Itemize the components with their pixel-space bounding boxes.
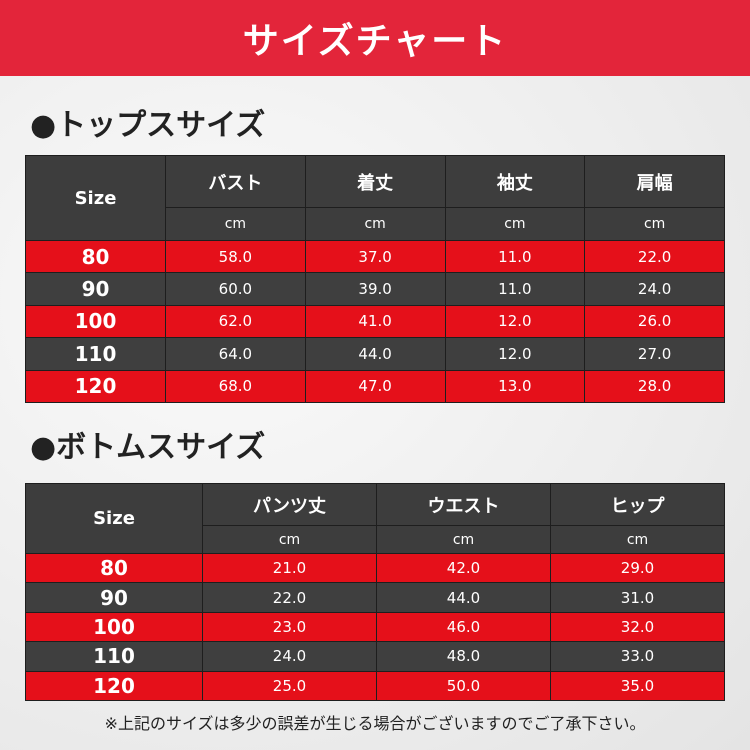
size-cell: 120 — [25, 670, 203, 701]
data-row: 80 21.0 42.0 29.0 — [25, 552, 725, 584]
unit-header: cm — [304, 207, 446, 241]
size-table: Size バスト 着丈 袖丈 肩幅 cm cm cm cm 80 58.0 37.0 11.0 22.0 9… — [25, 155, 725, 403]
column-header: 着丈 — [304, 155, 446, 208]
value-cell: 25.0 — [202, 670, 377, 701]
size-cell: 110 — [25, 337, 166, 371]
banner-title: サイズチャート — [0, 0, 750, 76]
value-cell: 46.0 — [376, 611, 551, 643]
value-cell: 39.0 — [304, 272, 446, 306]
unit-header: cm — [444, 207, 586, 241]
value-cell: 31.0 — [550, 582, 725, 613]
size-cell: 90 — [25, 582, 203, 613]
size-cell: 90 — [25, 272, 166, 306]
value-cell: 21.0 — [202, 552, 377, 584]
size-cell: 100 — [25, 304, 166, 339]
value-cell: 24.0 — [202, 641, 377, 672]
data-row: 110 64.0 44.0 12.0 27.0 — [25, 337, 725, 371]
value-cell: 23.0 — [202, 611, 377, 643]
section-title: ●ボトムスサイズ — [30, 430, 266, 465]
value-cell: 13.0 — [444, 369, 586, 403]
value-cell: 22.0 — [584, 239, 725, 274]
size-cell: 120 — [25, 369, 166, 403]
data-row: 90 22.0 44.0 31.0 — [25, 582, 725, 613]
column-header: 肩幅 — [584, 155, 725, 208]
column-header: ウエスト — [376, 483, 551, 526]
data-row: 120 25.0 50.0 35.0 — [25, 670, 725, 701]
data-row: 120 68.0 47.0 13.0 28.0 — [25, 369, 725, 403]
value-cell: 35.0 — [550, 670, 725, 701]
value-cell: 42.0 — [376, 552, 551, 584]
value-cell: 26.0 — [584, 304, 725, 339]
value-cell: 12.0 — [444, 337, 586, 371]
footnote: ※上記のサイズは多少の誤差が生じる場合がございますのでご了承下さい。 — [104, 714, 646, 733]
unit-header: cm — [202, 525, 377, 554]
column-header: 袖丈 — [444, 155, 586, 208]
value-cell: 33.0 — [550, 641, 725, 672]
value-cell: 22.0 — [202, 582, 377, 613]
value-cell: 47.0 — [304, 369, 446, 403]
data-row: 110 24.0 48.0 33.0 — [25, 641, 725, 672]
unit-row: cm cm cm — [26, 525, 725, 554]
size-cell: 80 — [25, 239, 166, 274]
value-cell: 11.0 — [444, 272, 586, 306]
value-cell: 64.0 — [165, 337, 306, 371]
size-cell: 80 — [25, 552, 203, 584]
value-cell: 32.0 — [550, 611, 725, 643]
value-cell: 24.0 — [584, 272, 725, 306]
section-title: ●トップスサイズ — [30, 108, 266, 143]
unit-header: cm — [550, 525, 725, 554]
value-cell: 27.0 — [584, 337, 725, 371]
column-header: ヒップ — [550, 483, 725, 526]
value-cell: 28.0 — [584, 369, 725, 403]
data-row: 80 58.0 37.0 11.0 22.0 — [25, 239, 725, 274]
unit-header: cm — [376, 525, 551, 554]
header-row: Size パンツ丈 ウエスト ヒップ — [25, 483, 725, 554]
value-cell: 44.0 — [304, 337, 446, 371]
value-cell: 41.0 — [304, 304, 446, 339]
column-header: パンツ丈 — [202, 483, 377, 526]
value-cell: 12.0 — [444, 304, 586, 339]
data-row: 90 60.0 39.0 11.0 24.0 — [25, 272, 725, 306]
size-header: Size — [25, 483, 203, 554]
value-cell: 60.0 — [165, 272, 306, 306]
value-cell: 48.0 — [376, 641, 551, 672]
value-cell: 37.0 — [304, 239, 446, 274]
value-cell: 11.0 — [444, 239, 586, 274]
size-cell: 100 — [25, 611, 203, 643]
value-cell: 50.0 — [376, 670, 551, 701]
header-row: Size バスト 着丈 袖丈 肩幅 — [25, 155, 725, 241]
size-table: Size パンツ丈 ウエスト ヒップ cm cm cm 80 21.0 42.0 29.0 90 22.… — [25, 483, 725, 701]
unit-header: cm — [165, 207, 306, 241]
unit-header: cm — [584, 207, 725, 241]
data-row: 100 62.0 41.0 12.0 26.0 — [25, 304, 725, 339]
size-header: Size — [25, 155, 166, 241]
value-cell: 58.0 — [165, 239, 306, 274]
unit-row: cm cm cm cm — [26, 207, 725, 241]
value-cell: 29.0 — [550, 552, 725, 584]
data-row: 100 23.0 46.0 32.0 — [25, 611, 725, 643]
size-cell: 110 — [25, 641, 203, 672]
value-cell: 62.0 — [165, 304, 306, 339]
value-cell: 44.0 — [376, 582, 551, 613]
column-header: バスト — [165, 155, 306, 208]
value-cell: 68.0 — [165, 369, 306, 403]
